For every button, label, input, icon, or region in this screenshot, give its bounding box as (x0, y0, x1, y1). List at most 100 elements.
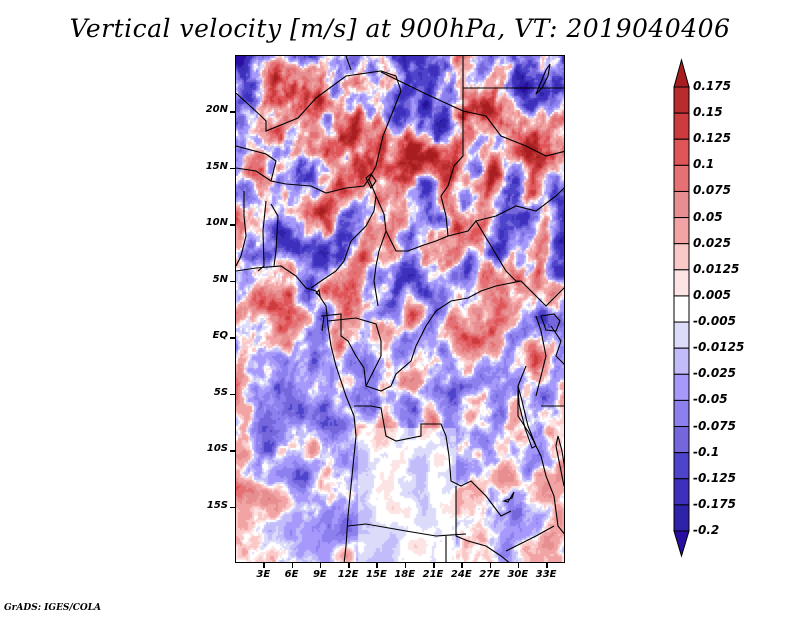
longitude-tick (461, 563, 463, 568)
latitude-tick (230, 450, 235, 452)
border-line (327, 317, 382, 387)
colorbar-swatch (673, 399, 690, 428)
longitude-tick (404, 563, 407, 568)
colorbar-swatches (673, 58, 690, 558)
colorbar-swatch (673, 295, 690, 323)
border-line (236, 167, 377, 197)
border-line (347, 523, 467, 537)
coastline (315, 290, 357, 562)
border-line (475, 187, 564, 222)
colorbar-label: 0.15 (693, 105, 723, 120)
colorbar: 0.175 0.15 0.125 0.1 0.075 0.05 0.025 0.0125 0.0… (660, 55, 800, 565)
vertical-velocity-field (236, 56, 564, 562)
colorbar-swatch (673, 321, 690, 349)
longitude-tick (517, 563, 520, 568)
longitude-tick-label: 9E (312, 569, 327, 580)
colorbar-label: 0.05 (693, 209, 723, 224)
longitude-tick-label: 30E (507, 569, 529, 580)
border-line (462, 110, 564, 157)
colorbar-label: -0.1 (693, 444, 720, 459)
colorbar-label: -0.125 (693, 470, 736, 485)
lake-outline (517, 385, 537, 449)
latitude-tick-label: 15S (206, 499, 228, 511)
colorbar-max-triangle (673, 58, 690, 88)
colorbar-swatch (673, 504, 690, 532)
colorbar-label: 0.1 (693, 157, 715, 172)
longitude-tick (489, 563, 492, 568)
border-line (368, 90, 402, 180)
longitude-tick-label: 21E (422, 569, 444, 580)
colorbar-label: -0.0125 (693, 340, 745, 355)
longitude-tick-label: 27E (479, 569, 500, 580)
colorbar-label: 0.0125 (693, 261, 740, 276)
colorbar-swatch (673, 138, 690, 166)
colorbar-min-triangle (673, 530, 690, 558)
latitude-tick (230, 506, 235, 509)
longitude-tick (433, 563, 435, 568)
border-line (354, 405, 512, 517)
colorbar-label: -0.025 (693, 366, 736, 381)
border-line (385, 230, 449, 252)
latitude-tick-label: 10N (205, 217, 228, 229)
longitude-tick-label: 3E (256, 569, 271, 580)
latitude-tick-label: 5N (212, 273, 228, 285)
border-line (321, 315, 325, 332)
border-line (447, 220, 521, 282)
latitude-tick (230, 280, 235, 283)
longitude-tick-label: 15E (366, 569, 387, 580)
colorbar-swatch (673, 217, 690, 245)
longitude-tick-label: 6E (284, 569, 299, 580)
border-line (320, 310, 437, 392)
border-line (517, 365, 564, 535)
longitude-tick-label: 12E (337, 569, 359, 580)
latitude-tick (230, 167, 235, 170)
colorbar-swatch (673, 190, 690, 219)
lake-outline (315, 288, 321, 298)
colorbar-swatch (673, 86, 690, 114)
lake-outline (365, 173, 377, 190)
colorbar-label: -0.005 (693, 314, 736, 329)
border-line (373, 195, 387, 307)
latitude-tick (230, 337, 235, 339)
coastline (236, 265, 317, 292)
longitude-tick (546, 563, 548, 568)
colorbar-swatch (673, 452, 690, 480)
colorbar-label: -0.175 (693, 496, 736, 511)
map-plot-area (235, 55, 565, 563)
lake-outline (535, 63, 551, 95)
border-line (310, 195, 377, 289)
colorbar-label: 0.025 (693, 235, 731, 250)
border-line (440, 111, 464, 237)
border-line (505, 525, 555, 552)
colorbar-swatch (673, 373, 690, 401)
longitude-tick (348, 563, 350, 568)
border-line (236, 70, 402, 132)
latitude-tick (230, 111, 235, 113)
longitude-tick-label: 24E (450, 569, 472, 580)
longitude-tick (376, 563, 378, 568)
colorbar-label: -0.05 (693, 392, 728, 407)
colorbar-label: 0.005 (693, 287, 731, 302)
longitude-tick (291, 563, 294, 568)
colorbar-swatch (673, 347, 690, 375)
latitude-tick-label: 10S (206, 443, 228, 455)
grads-credit: GrADS: IGES/COLA (4, 603, 102, 613)
border-line (550, 325, 564, 365)
border-line (380, 56, 464, 112)
colorbar-swatch (673, 269, 690, 297)
border-line (270, 203, 279, 267)
lake-outline (540, 313, 561, 332)
latitude-tick-label: 15N (205, 160, 228, 172)
colorbar-label: -0.2 (693, 523, 720, 537)
longitude-tick-label: 33E (535, 569, 557, 580)
border-line (345, 56, 352, 71)
border-line (236, 191, 247, 267)
latitude-tick (230, 224, 235, 226)
longitude-tick (263, 563, 265, 568)
colorbar-swatch (673, 243, 690, 271)
colorbar-swatch (673, 112, 690, 140)
colorbar-label: 0.125 (693, 131, 731, 146)
border-line (455, 486, 510, 562)
border-line (236, 145, 277, 182)
colorbar-label: 0.175 (693, 79, 731, 93)
